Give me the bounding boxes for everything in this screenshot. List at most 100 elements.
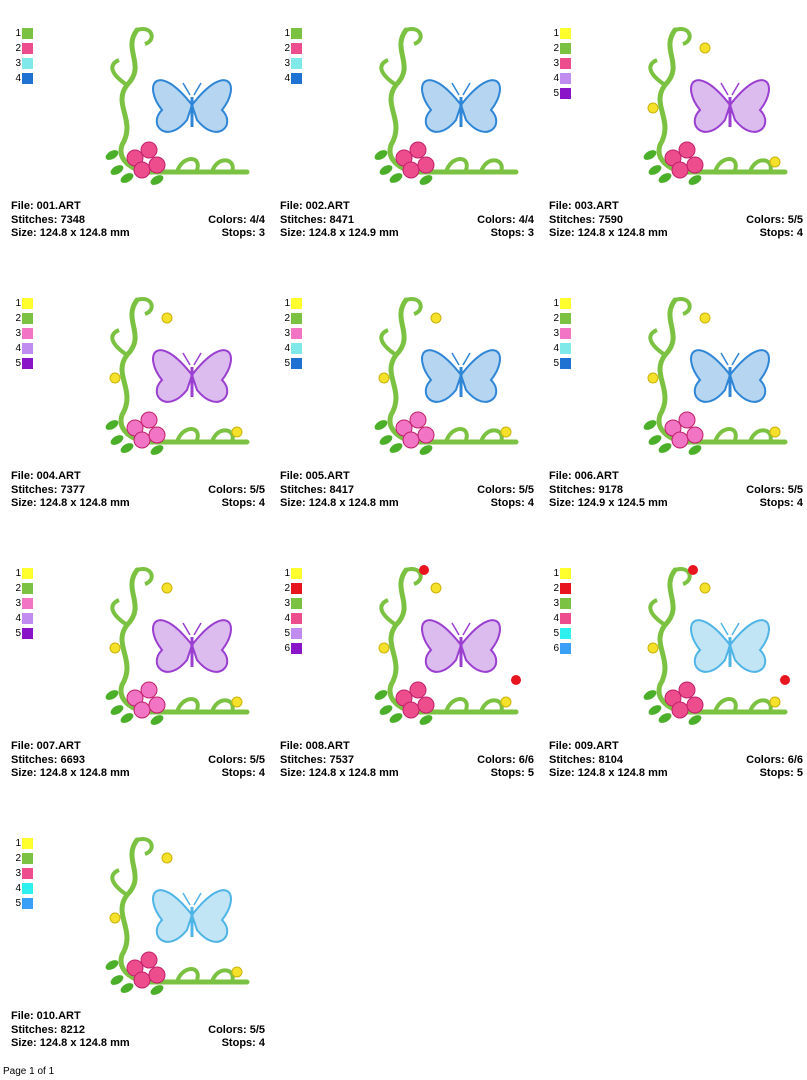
color-swatch-row: 6 [549, 641, 571, 656]
design-thumbnail [635, 560, 805, 735]
design-card: 1 2 3 4 5 File: 010.ART Stitches: 8212 Colors: … [7, 818, 267, 1068]
leaf-icon [110, 705, 124, 715]
color-swatch [22, 358, 33, 369]
swatch-number: 3 [553, 58, 559, 69]
flower-icon [133, 161, 151, 179]
color-swatch [560, 343, 571, 354]
color-swatch [22, 883, 33, 894]
design-size: Size: 124.8 x 124.8 mm [11, 767, 130, 779]
vine-curl-icon [379, 58, 398, 87]
butterfly-icon [421, 79, 501, 133]
color-swatch-row: 3 [11, 596, 33, 611]
leaf-icon [120, 173, 134, 183]
vine-curl-icon [379, 598, 398, 627]
info-row: File: 008.ART [280, 740, 534, 754]
swatch-number: 2 [284, 43, 290, 54]
leaf-icon [105, 960, 119, 970]
color-swatch-row: 5 [280, 626, 302, 641]
design-thumbnail [97, 20, 267, 195]
flower-icon [417, 696, 435, 714]
stop-count: Stops: 4 [490, 497, 534, 509]
info-row: File: 010.ART [11, 1010, 265, 1024]
leaf-icon [643, 690, 657, 700]
color-swatch-row: 4 [280, 611, 302, 626]
info-row: Stitches: 8417 Colors: 5/5 [280, 484, 534, 498]
vine-curl-icon [136, 837, 154, 856]
color-swatch-row: 1 [11, 836, 33, 851]
swatch-number: 1 [553, 298, 559, 309]
color-count: Colors: 4/4 [477, 213, 534, 226]
flower-icon [402, 161, 420, 179]
butterfly-icon [152, 619, 232, 673]
stop-count: Stops: 3 [221, 227, 265, 239]
flower-icon [133, 701, 151, 719]
color-swatch-row: 4 [549, 611, 571, 626]
swatch-number: 1 [284, 298, 290, 309]
color-swatch-list: 1 2 3 4 5 [549, 296, 571, 371]
yellow-blossom-icon [500, 426, 512, 438]
design-card: 1 2 3 4 File: 001.ART Stitches: 7348 Colors: 4… [7, 8, 267, 258]
flower-icon [678, 681, 696, 699]
yellow-blossom-icon [231, 696, 243, 708]
leaf-icon [643, 420, 657, 430]
swatch-number: 5 [284, 628, 290, 639]
color-swatch-list: 1 2 3 4 5 [549, 26, 571, 101]
embroidery-preview-icon [105, 297, 250, 455]
vine-curl-icon [110, 58, 129, 87]
color-swatch [22, 328, 33, 339]
color-swatch-row: 5 [549, 86, 571, 101]
color-swatch-row: 3 [549, 326, 571, 341]
yellow-blossom-icon [231, 426, 243, 438]
color-swatch [560, 58, 571, 69]
swatch-number: 3 [284, 328, 290, 339]
color-count: Colors: 5/5 [208, 483, 265, 496]
swatch-number: 5 [553, 88, 559, 99]
swatch-number: 5 [553, 358, 559, 369]
yellow-blossom-icon [699, 312, 711, 324]
color-swatch [22, 583, 33, 594]
embroidery-preview-icon [374, 27, 519, 185]
leaf-icon [374, 690, 388, 700]
leaf-icon [389, 443, 403, 453]
color-count: Colors: 5/5 [746, 483, 803, 496]
design-thumbnail [97, 560, 267, 735]
page-indicator: Page 1 of 1 [3, 1066, 55, 1077]
info-row: Size: 124.8 x 124.8 mm Stops: 5 [549, 767, 803, 781]
color-swatch-row: 3 [549, 596, 571, 611]
flower-icon [671, 701, 689, 719]
flower-icon [409, 141, 427, 159]
color-swatch-row: 1 [11, 26, 33, 41]
swatch-number: 3 [15, 58, 21, 69]
vine-curl-icon [444, 157, 504, 173]
yellow-blossom-icon [161, 582, 173, 594]
file-name: File: 003.ART [549, 200, 619, 212]
info-row: Stitches: 8471 Colors: 4/4 [280, 214, 534, 228]
color-swatch-list: 1 2 3 4 5 [11, 296, 33, 371]
color-swatch [560, 298, 571, 309]
design-thumbnail [97, 830, 267, 1005]
yellow-blossom-icon [769, 156, 781, 168]
vine-icon [118, 837, 250, 985]
leaf-icon [389, 173, 403, 183]
color-swatch-row: 1 [549, 566, 571, 581]
color-swatch-row: 1 [549, 26, 571, 41]
design-info: File: 002.ART Stitches: 8471 Colors: 4/4 Si… [280, 200, 534, 241]
design-size: Size: 124.8 x 124.8 mm [11, 1037, 130, 1049]
swatch-number: 2 [15, 313, 21, 324]
color-swatch-list: 1 2 3 4 5 [11, 566, 33, 641]
design-thumbnail [366, 290, 536, 465]
swatch-number: 1 [553, 28, 559, 39]
yellow-blossom-icon [109, 372, 121, 384]
swatch-number: 4 [553, 73, 559, 84]
vine-curl-icon [136, 27, 154, 46]
stop-count: Stops: 5 [490, 767, 534, 779]
butterfly-icon [690, 349, 770, 403]
color-swatch [291, 568, 302, 579]
color-swatch-row: 1 [280, 26, 302, 41]
color-count: Colors: 5/5 [746, 213, 803, 226]
swatch-number: 5 [15, 358, 21, 369]
color-swatch-row: 4 [11, 881, 33, 896]
leaf-icon [374, 150, 388, 160]
leaf-icon [105, 690, 119, 700]
color-swatch [22, 298, 33, 309]
